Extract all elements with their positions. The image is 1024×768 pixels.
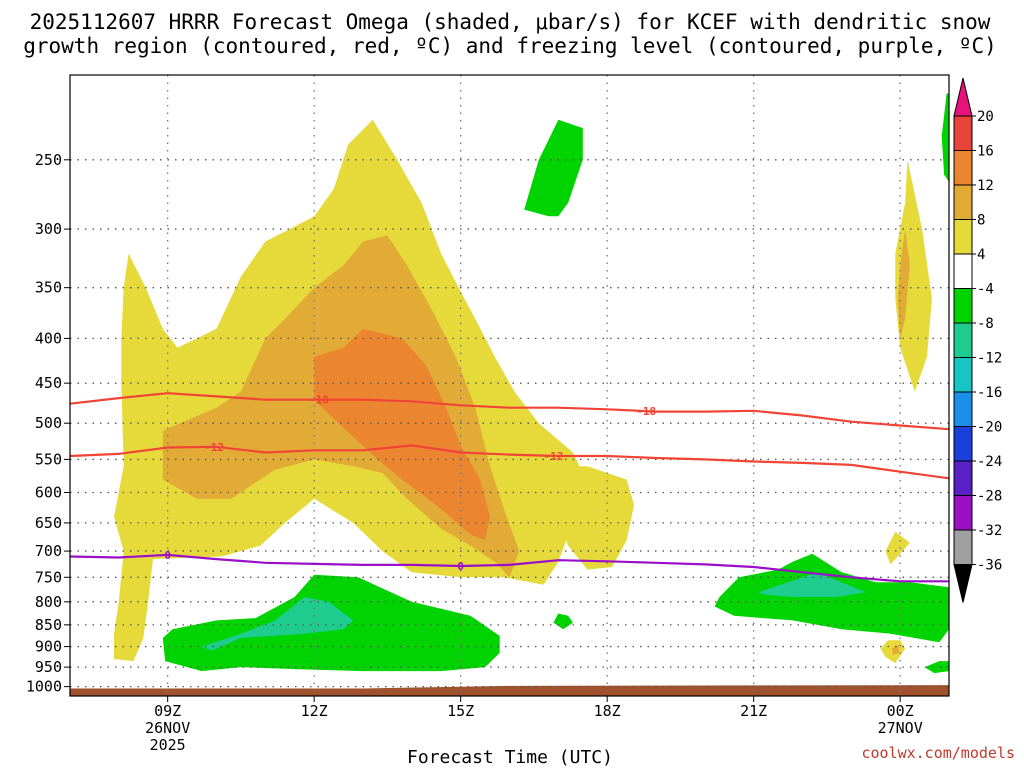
contour-label-freezing: 0 [164, 549, 171, 562]
y-tick-label: 400 [35, 329, 62, 347]
colorbar-segment [953, 184, 973, 220]
credit-text: coolwx.com/models [861, 744, 1015, 762]
colorbar-max-arrow [953, 77, 973, 117]
omega-region-w8-7 [891, 644, 900, 655]
colorbar-segment [953, 253, 973, 289]
ground-layer [70, 685, 949, 696]
y-tick-label: 600 [35, 483, 62, 501]
contour-label-dgz: -18 [309, 394, 329, 407]
y-tick-label: 550 [35, 450, 62, 468]
y-tick-label: 350 [35, 279, 62, 297]
dgz-contour-m12 [69, 444, 950, 480]
x-tick-label: 18Z [594, 702, 621, 720]
colorbar-segment [953, 391, 973, 427]
colorbar-label: -20 [977, 420, 1002, 436]
colorbar-segment [953, 115, 973, 151]
x-tick-label: 21Z [740, 702, 767, 720]
y-tick-label: 850 [35, 616, 62, 634]
contour-label-freezing: 0 [457, 560, 464, 573]
y-tick-label: 650 [35, 514, 62, 532]
omega-region-w4-2 [895, 159, 932, 392]
contour-label-dgz: -18 [636, 405, 656, 418]
pressure-axis: 250 300 350 400 450 500 550 600 650 700 750 800 850 9… [26, 151, 70, 696]
y-tick-label: 250 [35, 151, 62, 169]
colorbar-segment [953, 322, 973, 358]
colorbar-segment [953, 529, 973, 565]
dgz-contour-m18 [69, 392, 950, 431]
x-axis-label: Forecast Time (UTC) [407, 747, 613, 768]
omega-region-m4-9 [524, 119, 583, 217]
colorbar-label: -12 [977, 351, 1002, 367]
colorbar-label: -24 [977, 454, 1002, 470]
y-tick-label: 750 [35, 568, 62, 586]
ground-surface [70, 685, 949, 696]
colorbar-min-arrow [953, 564, 973, 603]
y-tick-label: 300 [35, 220, 62, 238]
x-tick-label: 2025 [150, 736, 186, 754]
chart-title-line2: growth region (contoured, red, ºC) and f… [23, 34, 997, 58]
y-tick-label: 700 [35, 542, 62, 560]
x-tick-label: 27NOV [878, 719, 923, 737]
grid-lines [70, 75, 949, 696]
x-tick-label: 09Z [154, 702, 181, 720]
y-tick-label: 900 [35, 638, 62, 656]
colorbar-label: -28 [977, 489, 1002, 505]
colorbar-segment [953, 150, 973, 186]
colorbar-segment [953, 426, 973, 462]
x-tick-label: 00Z [887, 702, 914, 720]
y-tick-label: 500 [35, 414, 62, 432]
colorbar-label: 20 [977, 109, 994, 125]
temperature-contours: -18 -18 -12 -12 0 0 [69, 392, 950, 583]
colorbar-segment [953, 460, 973, 496]
colorbar-label: -36 [977, 558, 1002, 574]
colorbar-label: 4 [977, 247, 985, 263]
colorbar-label: -8 [977, 316, 994, 332]
omega-region-m4-12 [714, 553, 949, 643]
chart-title-line1: 2025112607 HRRR Forecast Omega (shaded, … [30, 10, 991, 34]
colorbar-label: -32 [977, 523, 1002, 539]
contour-label-dgz: -12 [544, 450, 564, 463]
y-tick-label: 800 [35, 593, 62, 611]
omega-region-w8-6 [897, 229, 910, 339]
omega-region-w4-3 [885, 531, 910, 565]
colorbar-segment [953, 219, 973, 255]
x-tick-label: 15Z [447, 702, 474, 720]
y-tick-label: 450 [35, 374, 62, 392]
contour-label-dgz: -12 [204, 441, 224, 454]
colorbar-label: 12 [977, 178, 994, 194]
colorbar-label: 16 [977, 144, 994, 160]
omega-region-m8-15 [201, 597, 354, 651]
colorbar-segment [953, 495, 973, 531]
colorbar: 20 16 12 8 4 -4 -8 -12 -16 -20 -24 -28 -32 -36 [953, 77, 1002, 603]
colorbar-segment [953, 357, 973, 393]
omega-region-m8-16 [758, 572, 866, 597]
x-tick-label: 12Z [301, 702, 328, 720]
colorbar-label: -16 [977, 385, 1002, 401]
omega-region-m4-14 [941, 93, 949, 182]
omega-shading [114, 93, 949, 674]
y-tick-label: 1000 [26, 678, 62, 696]
omega-region-w12-8 [314, 328, 490, 541]
colorbar-segment [953, 288, 973, 324]
plot-frame [69, 74, 950, 697]
x-tick-label: 26NOV [145, 719, 190, 737]
y-tick-label: 950 [35, 658, 62, 676]
omega-region-m4-13 [924, 661, 949, 674]
colorbar-label: 8 [977, 213, 985, 229]
colorbar-label: -4 [977, 282, 994, 298]
freezing-contour-0 [69, 553, 949, 583]
